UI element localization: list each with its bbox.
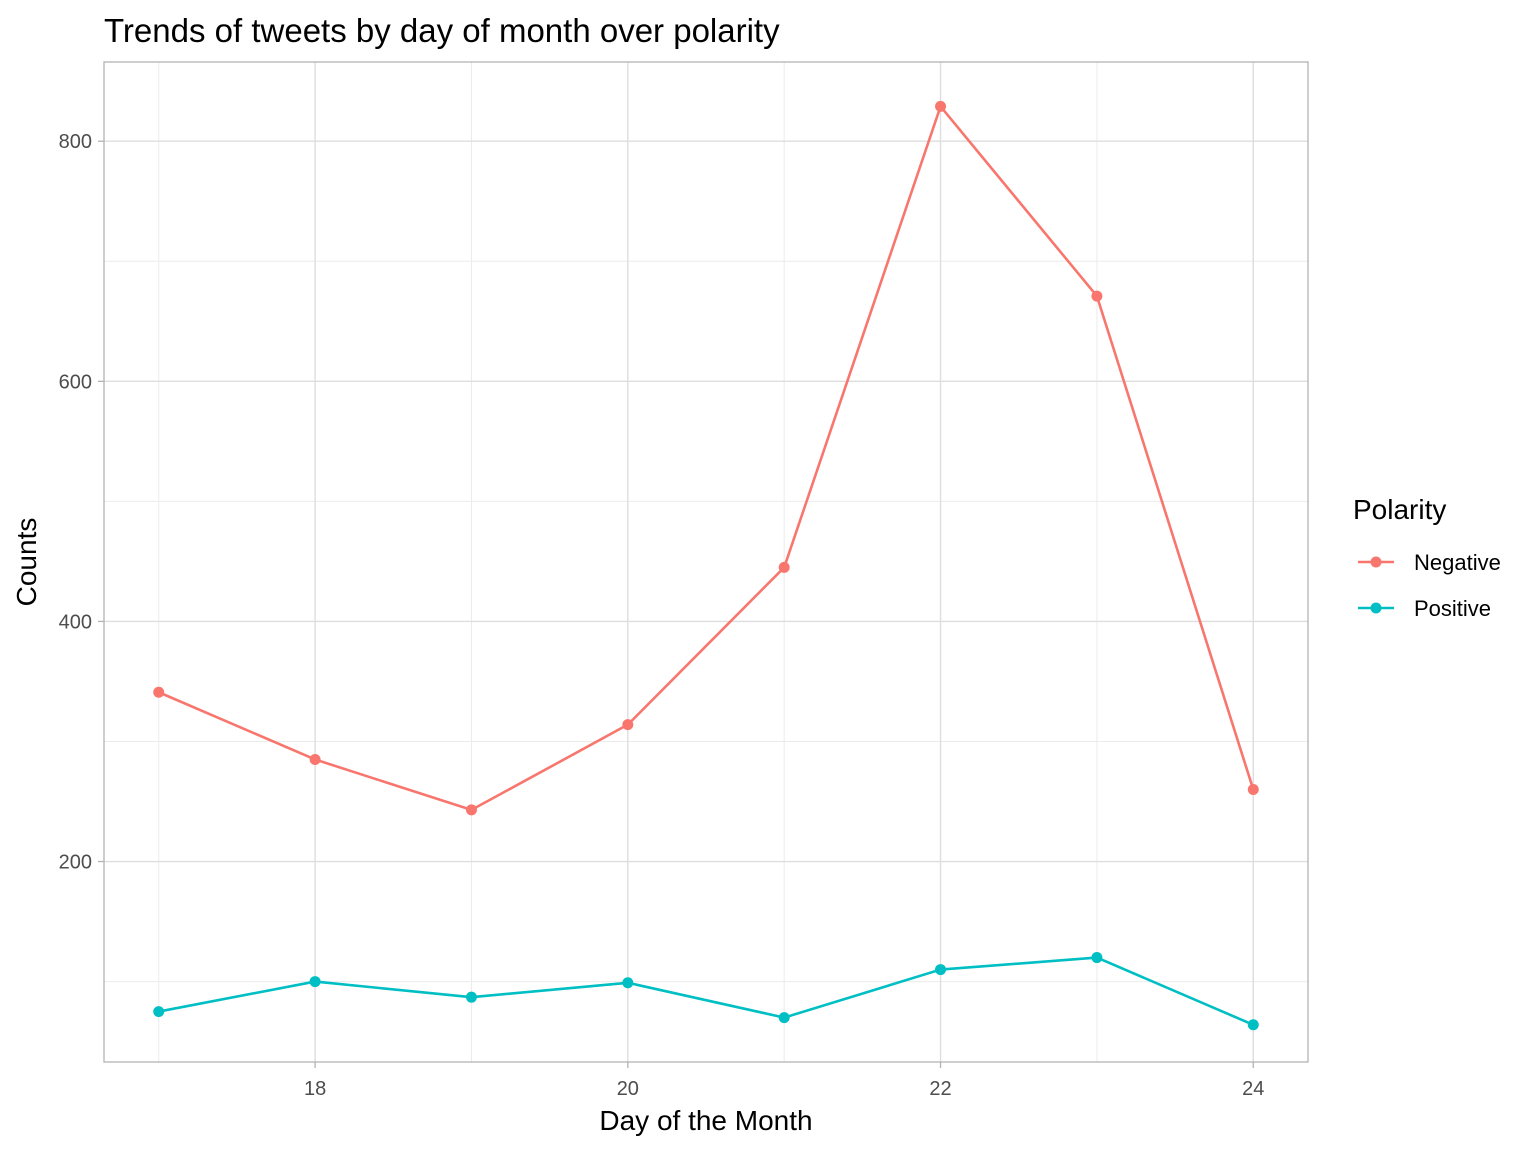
data-point-positive	[465, 991, 477, 1003]
series-layer	[153, 100, 1259, 1031]
y-tick-label: 400	[59, 611, 92, 633]
plot-panel	[104, 62, 1308, 1062]
series-positive	[153, 952, 1259, 1031]
data-point-negative	[935, 100, 947, 112]
x-tick-label: 18	[304, 1078, 326, 1100]
data-point-negative	[622, 719, 634, 731]
legend: Polarity Negative Positive	[1353, 494, 1501, 621]
data-point-negative	[309, 753, 321, 765]
y-axis-title: Counts	[11, 518, 42, 607]
data-point-positive	[153, 1006, 165, 1018]
data-point-positive	[778, 1012, 790, 1024]
series-line-negative	[158, 105, 1255, 812]
data-point-positive	[1247, 1019, 1259, 1031]
legend-title: Polarity	[1353, 494, 1446, 525]
legend-item-positive: Positive	[1358, 596, 1491, 621]
plot-area	[103, 61, 1309, 1063]
y-tick-label: 800	[59, 131, 92, 153]
series-line-positive	[158, 956, 1254, 1026]
data-point-negative	[465, 804, 477, 816]
x-axis: 18 20 22 24	[304, 1062, 1264, 1100]
x-tick-label: 22	[929, 1078, 951, 1100]
data-point-positive	[935, 964, 947, 976]
y-tick-label: 200	[59, 852, 92, 874]
x-tick-label: 20	[617, 1078, 639, 1100]
data-point-negative	[1247, 783, 1259, 795]
data-point-positive	[309, 976, 321, 988]
grid-lines	[104, 62, 1308, 1062]
series-negative	[153, 100, 1259, 816]
data-point-positive	[622, 977, 634, 989]
x-tick-label: 24	[1242, 1078, 1264, 1100]
legend-item-negative: Negative	[1358, 550, 1501, 575]
data-point-negative	[1091, 290, 1103, 302]
legend-label-positive: Positive	[1414, 596, 1491, 621]
y-axis: 200 400 600 800	[59, 131, 104, 874]
x-axis-title: Day of the Month	[599, 1105, 812, 1136]
chart-title: Trends of tweets by day of month over po…	[104, 12, 780, 49]
data-point-positive	[1091, 952, 1103, 964]
plot-border	[103, 61, 1309, 1063]
data-point-negative	[778, 561, 790, 573]
y-tick-label: 600	[59, 371, 92, 393]
data-point-negative	[153, 686, 165, 698]
legend-key-point	[1370, 602, 1382, 614]
legend-key-point	[1370, 556, 1382, 568]
legend-label-negative: Negative	[1414, 550, 1501, 575]
